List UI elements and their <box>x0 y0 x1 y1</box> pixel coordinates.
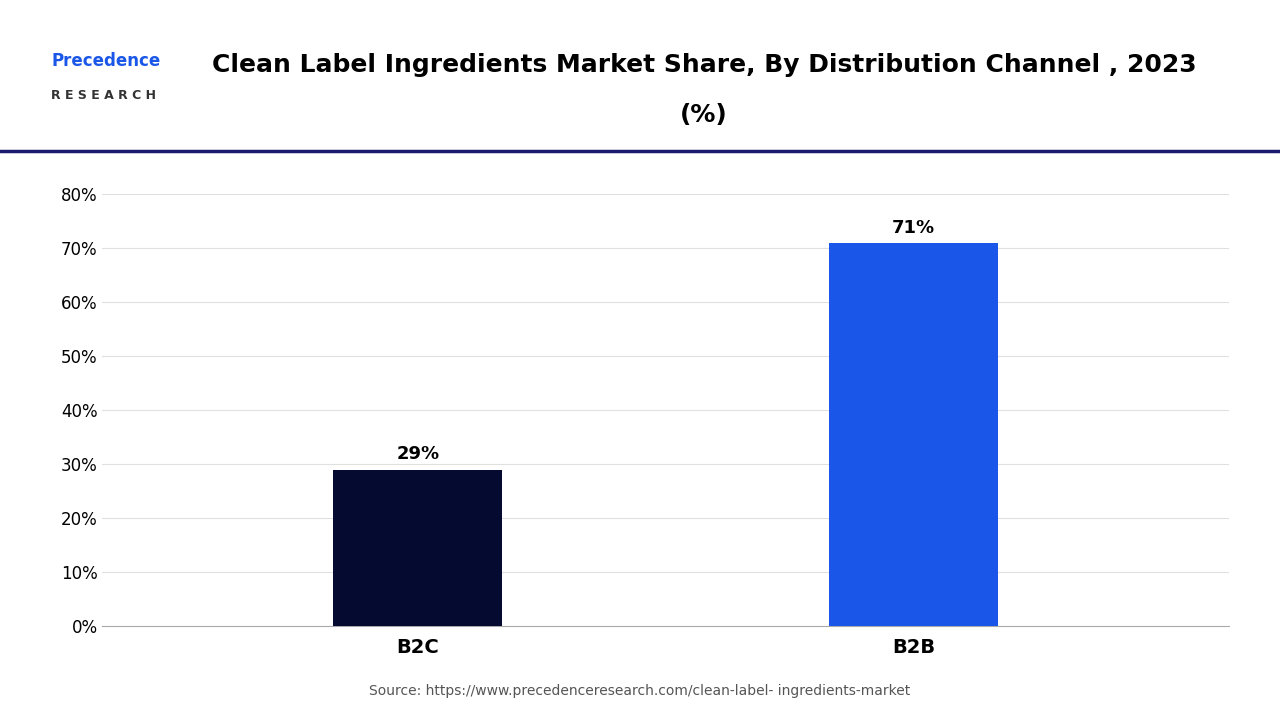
Text: (%): (%) <box>680 103 728 127</box>
Text: Source: https://www.precedenceresearch.com/clean-label- ingredients-market: Source: https://www.precedenceresearch.c… <box>370 684 910 698</box>
Text: 71%: 71% <box>892 218 934 236</box>
Bar <box>829 243 998 626</box>
Text: R E S E A R C H: R E S E A R C H <box>51 89 156 102</box>
Bar <box>333 469 502 626</box>
Text: Clean Label Ingredients Market Share, By Distribution Channel , 2023: Clean Label Ingredients Market Share, By… <box>211 53 1197 77</box>
Text: 29%: 29% <box>397 445 439 464</box>
Text: Precedence: Precedence <box>51 52 160 70</box>
